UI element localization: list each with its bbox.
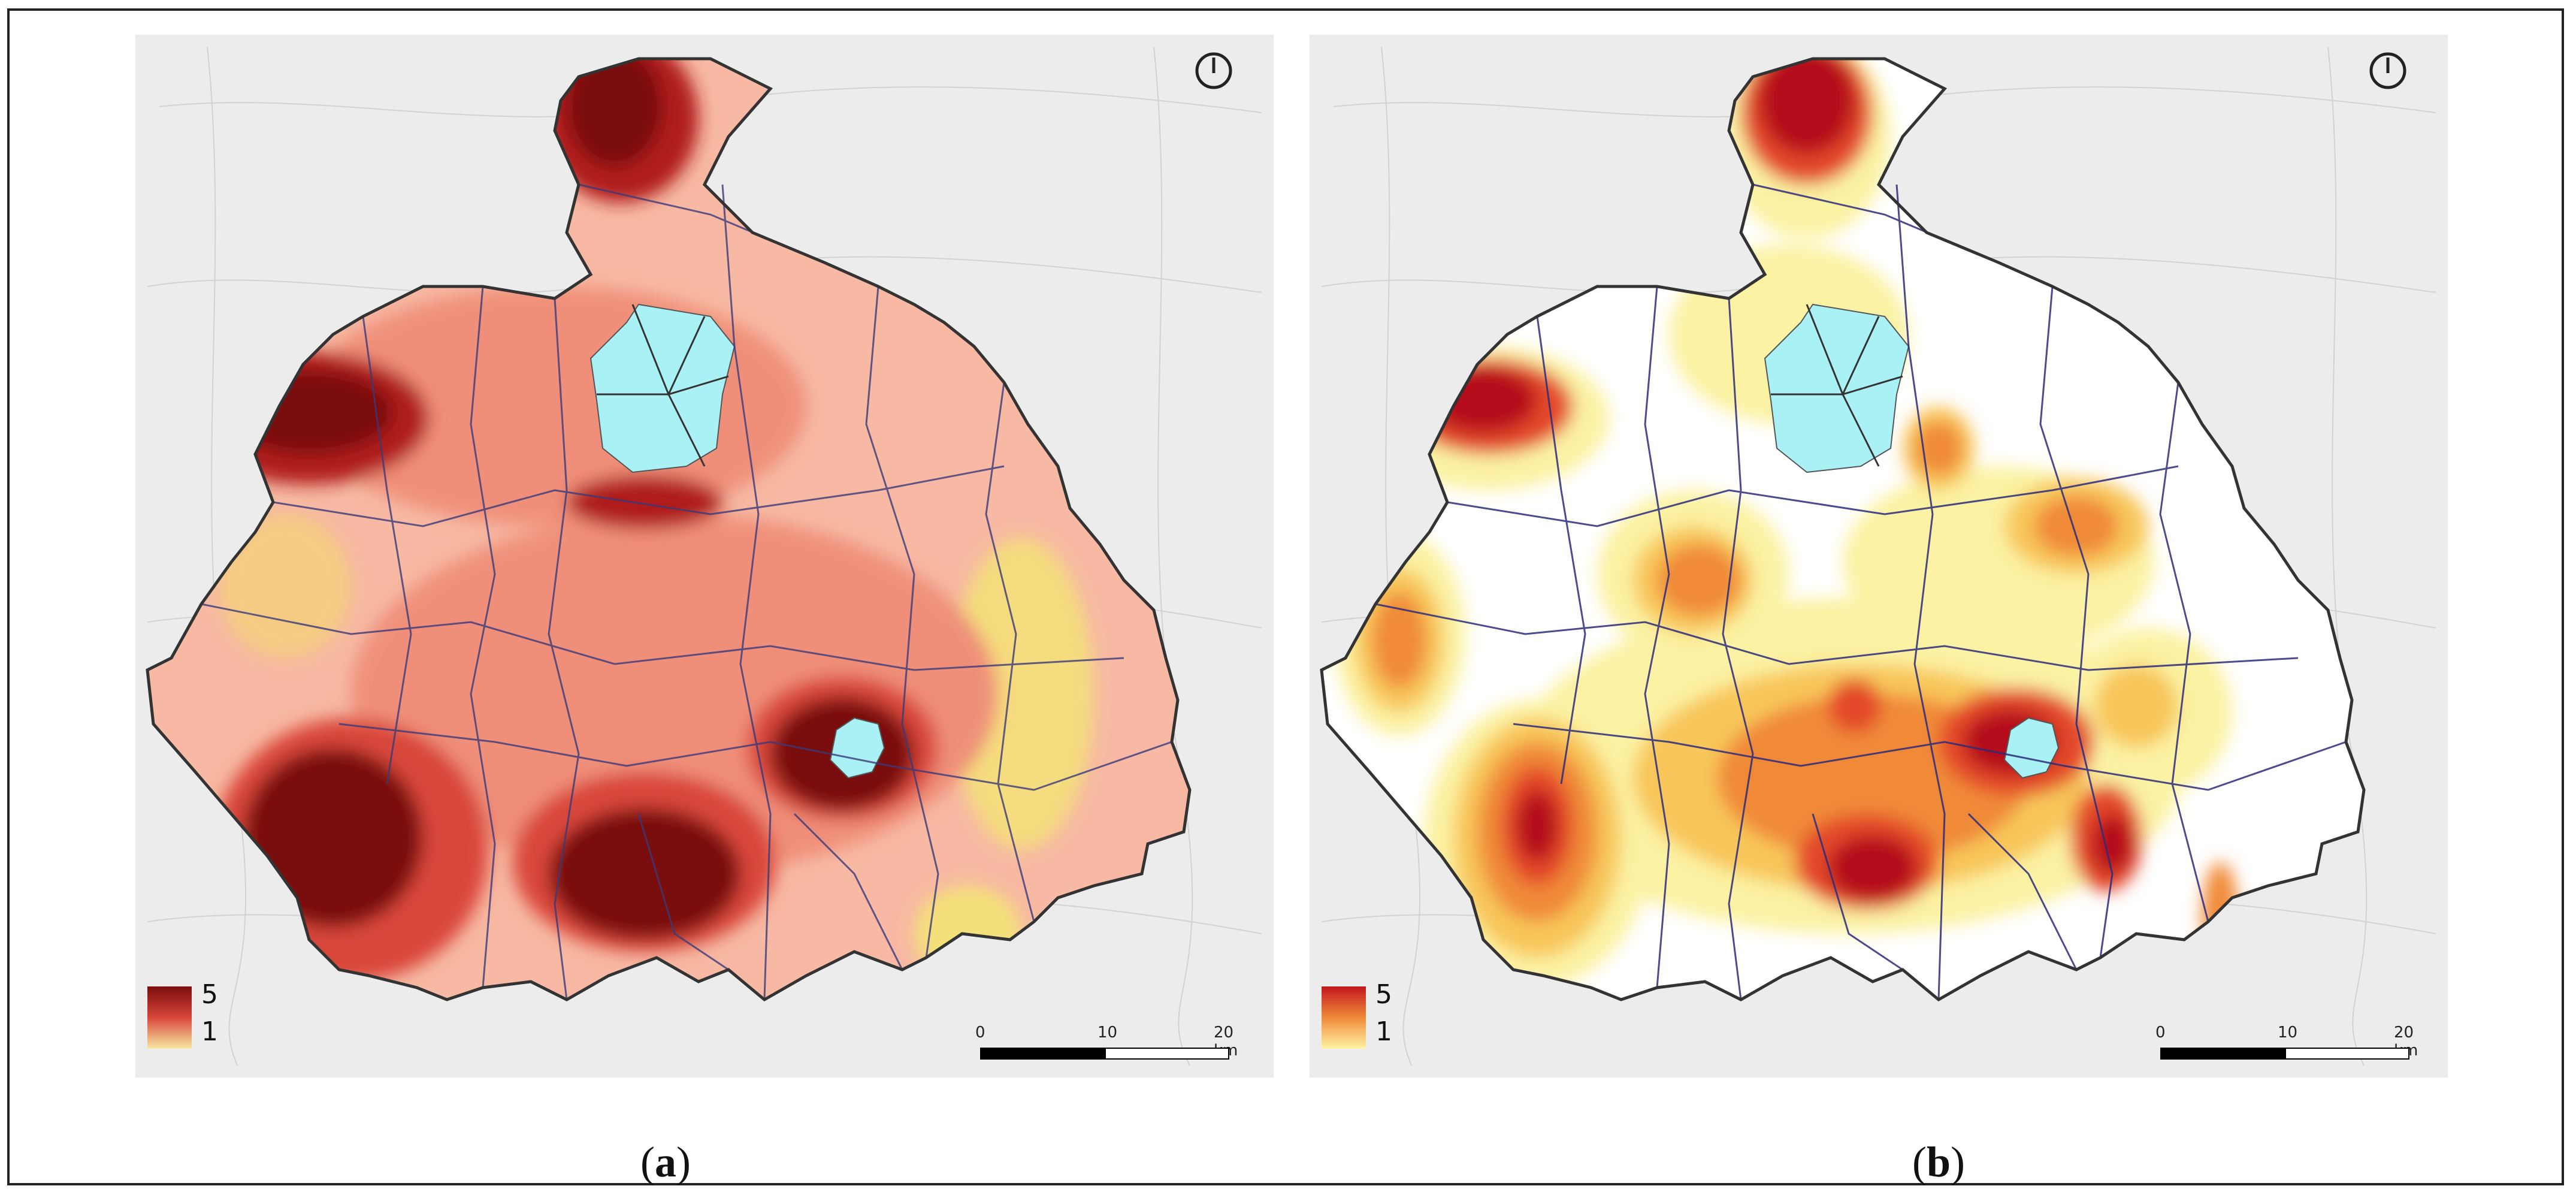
scale-tick-0: 0 <box>2155 1024 2166 1042</box>
legend-gradient-b <box>1322 986 1366 1049</box>
scale-segment-black <box>980 1048 1105 1060</box>
scale-tick-0: 0 <box>975 1024 985 1042</box>
scale-segment-white <box>1105 1048 1229 1060</box>
lake-north <box>589 303 736 473</box>
municipal-boundaries <box>201 183 1172 1000</box>
legend-b: 5 1 <box>1322 982 1441 1066</box>
north-arrow <box>1195 52 1232 89</box>
caption-letter-b: b <box>1926 1138 1951 1186</box>
lake-north-sectors <box>1771 304 1903 467</box>
map-panel-b: 5 1 0 10 20 km <box>1310 35 2448 1078</box>
lake-north <box>1764 303 1910 473</box>
caption-a: (a) <box>640 1138 691 1186</box>
figure-frame: 5 1 0 10 20 km <box>7 8 2564 1186</box>
legend-low-label: 1 <box>1375 1016 1392 1047</box>
map-a-svg <box>135 35 1274 1078</box>
map-b-svg <box>1310 35 2448 1078</box>
scale-bar-b: 0 10 20 km <box>2155 1024 2418 1078</box>
north-arrow <box>2369 52 2406 89</box>
legend-low-label: 1 <box>201 1016 218 1047</box>
scale-tick-10: 10 <box>1097 1024 1118 1042</box>
map-panel-a: 5 1 0 10 20 km <box>135 35 1274 1078</box>
caption-b: (b) <box>1912 1138 1965 1186</box>
legend-a: 5 1 <box>147 982 267 1066</box>
scale-segment-black <box>2160 1048 2285 1060</box>
scale-segment-white <box>2285 1048 2409 1060</box>
legend-gradient-a <box>147 986 192 1049</box>
scale-tick-10: 10 <box>2278 1024 2298 1042</box>
lake-north-sectors <box>597 304 729 467</box>
scale-bar-a: 0 10 20 km <box>975 1024 1238 1078</box>
municipal-boundaries <box>1375 183 2347 1000</box>
caption-letter-a: a <box>655 1138 676 1186</box>
legend-high-label: 5 <box>1375 979 1392 1010</box>
legend-high-label: 5 <box>201 979 218 1010</box>
